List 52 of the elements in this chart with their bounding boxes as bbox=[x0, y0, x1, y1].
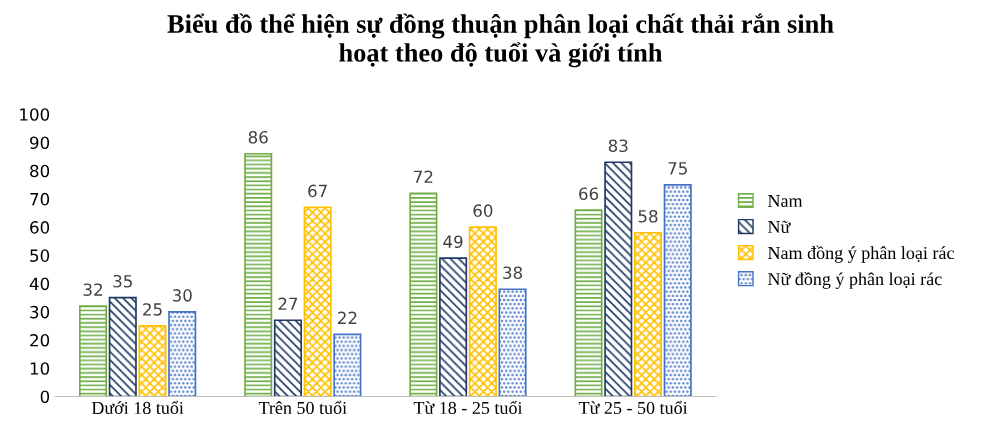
legend-label: Nữ đồng ý phân loại rác bbox=[767, 271, 942, 289]
y-tick-label: 90 bbox=[30, 136, 50, 150]
data-label: 60 bbox=[473, 204, 493, 217]
legend-label: Nữ bbox=[767, 220, 791, 234]
bar bbox=[108, 296, 137, 397]
bar bbox=[439, 257, 468, 397]
y-tick-label: 30 bbox=[30, 305, 50, 319]
bar bbox=[168, 310, 197, 397]
bar bbox=[333, 333, 362, 397]
data-label: 38 bbox=[503, 266, 523, 280]
data-label: 25 bbox=[143, 303, 162, 316]
data-label: 83 bbox=[608, 139, 628, 153]
data-label: 30 bbox=[172, 289, 192, 302]
bar bbox=[78, 305, 108, 397]
x-tick-label: Từ 25 - 50 tuổi bbox=[578, 400, 688, 415]
y-tick-label: 80 bbox=[30, 164, 50, 178]
legend-label: Nam bbox=[767, 194, 803, 207]
data-label: 66 bbox=[579, 187, 599, 201]
data-label: 75 bbox=[668, 162, 687, 175]
bar bbox=[303, 206, 332, 397]
bar bbox=[604, 161, 633, 397]
bar bbox=[633, 231, 663, 397]
chart-title: Biểu đồ thể hiện sự đồng thuận phân loại chất thải rắn sinh hoạt theo độ tuổi và giới tính bbox=[167, 13, 834, 68]
data-label: 32 bbox=[83, 283, 102, 296]
bar bbox=[498, 288, 527, 397]
y-tick-label: 70 bbox=[30, 192, 50, 206]
legend-label: Nam đồng ý phân loại rác bbox=[767, 245, 954, 263]
bar bbox=[244, 152, 273, 397]
data-label: 27 bbox=[278, 297, 298, 310]
y-tick-label: 0 bbox=[40, 390, 50, 404]
bar bbox=[663, 183, 692, 397]
bar bbox=[409, 192, 438, 397]
bar bbox=[574, 209, 603, 397]
data-label: 67 bbox=[308, 184, 327, 198]
y-tick-label: 60 bbox=[30, 221, 50, 234]
y-tick-label: 10 bbox=[30, 362, 50, 375]
bar bbox=[468, 226, 497, 397]
x-tick-label: Trên 50 tuổi bbox=[258, 400, 347, 415]
x-tick-label: Từ 18 - 25 tuổi bbox=[413, 400, 523, 415]
data-label: 86 bbox=[248, 130, 268, 144]
data-label: 58 bbox=[638, 210, 658, 223]
bar bbox=[138, 325, 167, 397]
data-label: 49 bbox=[443, 235, 463, 249]
bar bbox=[273, 319, 302, 397]
y-tick-label: 20 bbox=[30, 333, 50, 347]
y-tick-label: 100 bbox=[20, 108, 50, 121]
y-tick-label: 40 bbox=[29, 277, 50, 291]
data-label: 35 bbox=[113, 274, 132, 288]
data-label: 22 bbox=[338, 311, 357, 324]
y-tick-label: 50 bbox=[30, 249, 50, 262]
data-label: 72 bbox=[414, 170, 433, 183]
x-tick-label: Dưới 18 tuổi bbox=[91, 400, 184, 415]
